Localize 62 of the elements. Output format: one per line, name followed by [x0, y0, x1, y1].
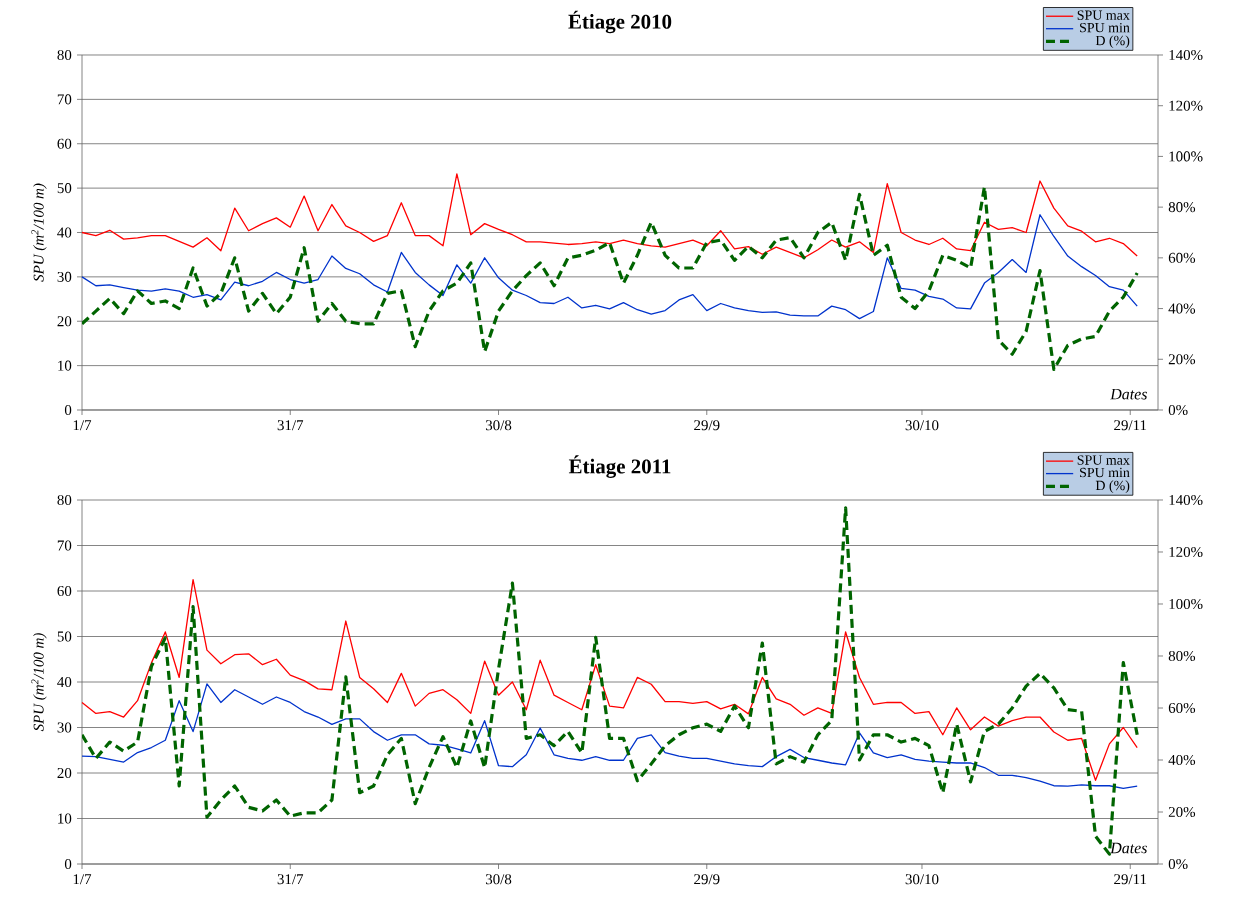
y2-tick-label: 40%	[1168, 303, 1196, 314]
y-tick-label: 40	[57, 676, 72, 688]
y-tick-label: 20	[57, 316, 72, 327]
x-tick-label: 29/9	[694, 874, 720, 885]
x-tick-label: 30/8	[485, 420, 512, 431]
y2-tick-label: 80%	[1168, 650, 1196, 662]
legend-label: D (%)	[1095, 35, 1130, 49]
y-tick-label: 70	[57, 540, 72, 551]
x-tick-label: 29/11	[1114, 874, 1147, 885]
y2-tick-label: 100%	[1169, 598, 1203, 610]
x-tick-label: 30/10	[905, 420, 939, 431]
y-tick-label: 50	[57, 631, 72, 642]
x-tick-label: 29/9	[694, 420, 720, 431]
x-tick-label: 1/7	[73, 874, 92, 885]
y-tick-label: 20	[57, 767, 72, 779]
y-tick-label: 70	[57, 94, 72, 105]
y2-tick-label: 0%	[1168, 404, 1188, 416]
y-tick-label: 80	[57, 494, 72, 506]
y2-tick-label: 20%	[1168, 806, 1196, 818]
x-tick-label: 31/7	[277, 874, 304, 885]
line-series	[81, 214, 1138, 320]
y2-tick-label: 120%	[1169, 100, 1203, 111]
y2-tick-label: 120%	[1169, 546, 1203, 558]
x-tick-label: 30/8	[485, 874, 512, 885]
y-axis-title: SPU (m$^{2}$/100 m)	[31, 633, 47, 732]
legend-label: SPU min	[1080, 22, 1130, 33]
y-tick-label: 40	[57, 227, 72, 238]
x-tick-label: 30/10	[905, 874, 939, 885]
y-tick-label: 0	[64, 858, 72, 870]
y2-tick-label: 80%	[1168, 202, 1196, 213]
legend-label: SPU max	[1077, 455, 1130, 465]
chart-title: Étiage 2011	[568, 455, 671, 478]
y2-tick-label: 60%	[1168, 702, 1196, 714]
x-axis-title: Dates	[1110, 388, 1147, 400]
y-tick-label: 60	[57, 585, 72, 597]
x-tick-label: 1/7	[73, 420, 92, 431]
y-tick-label: 30	[57, 271, 72, 282]
y-tick-label: 10	[58, 360, 72, 371]
legend-label: SPU min	[1080, 467, 1130, 478]
y2-tick-label: 60%	[1168, 252, 1196, 263]
y2-tick-label: 140%	[1169, 49, 1203, 61]
y-tick-label: 50	[57, 183, 72, 194]
y-tick-label: 80	[57, 49, 72, 61]
legend-label: D (%)	[1095, 480, 1130, 493]
y-tick-label: 60	[57, 138, 72, 149]
y2-tick-label: 100%	[1169, 151, 1203, 162]
y2-tick-label: 20%	[1168, 354, 1196, 365]
x-tick-label: 29/11	[1114, 420, 1147, 431]
x-axis-title: Dates	[1110, 842, 1147, 854]
y-tick-label: 0	[64, 404, 72, 416]
y-tick-label: 10	[58, 813, 72, 824]
line-series	[81, 683, 1138, 790]
y-axis-title: SPU (m$^{2}$/100 m)	[31, 183, 47, 282]
y-tick-label: 30	[57, 722, 72, 733]
line-series	[81, 578, 1138, 781]
line-series	[82, 185, 1139, 372]
x-tick-label: 31/7	[277, 420, 304, 431]
chart-title: Étiage 2010	[568, 10, 672, 34]
legend-label: SPU max	[1077, 10, 1130, 20]
y2-tick-label: 40%	[1168, 754, 1196, 766]
y2-tick-label: 0%	[1168, 858, 1188, 870]
y2-tick-label: 140%	[1169, 494, 1203, 506]
